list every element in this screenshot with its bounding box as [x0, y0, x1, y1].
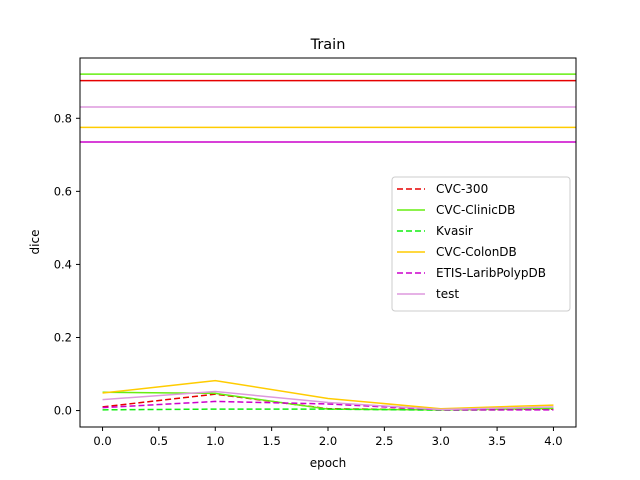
- y-tick-label: 0.6: [54, 184, 72, 198]
- x-tick-label: 3.5: [488, 434, 506, 448]
- x-tick-label: 2.0: [319, 434, 337, 448]
- x-tick-label: 3.0: [432, 434, 450, 448]
- series-line-test: [102, 390, 554, 411]
- legend-label: test: [436, 287, 459, 301]
- y-tick-label: 0.2: [54, 330, 72, 344]
- series-line-kvasir: [102, 408, 554, 411]
- series-line-cvc-colondb: [102, 379, 554, 410]
- legend-label: CVC-300: [436, 182, 488, 196]
- x-tick-label: 0.5: [150, 434, 168, 448]
- x-tick-label: 1.0: [206, 434, 224, 448]
- series-line-etis-laribpolypdb: [102, 400, 554, 411]
- chart-title: Train: [310, 37, 346, 53]
- x-axis-label: epoch: [310, 456, 347, 470]
- y-tick-label: 0.8: [54, 111, 72, 125]
- x-tick-label: 4.0: [544, 434, 562, 448]
- y-axis-label: dice: [28, 230, 42, 255]
- legend-label: CVC-ClinicDB: [436, 203, 515, 217]
- x-tick-label: 2.5: [375, 434, 393, 448]
- x-tick-label: 1.5: [262, 434, 280, 448]
- legend-label: Kvasir: [436, 224, 473, 238]
- legend: CVC-300 CVC-ClinicDB Kvasir CVC-ColonDB ETIS…: [391, 176, 571, 312]
- y-tick-label: 0.4: [54, 257, 72, 271]
- y-tick-label: 0.0: [54, 404, 72, 418]
- x-tick-label: 0.0: [93, 434, 111, 448]
- legend-label: ETIS-LaribPolypDB: [436, 266, 546, 280]
- legend-label: CVC-ColonDB: [436, 245, 517, 259]
- legend-box: [391, 176, 571, 312]
